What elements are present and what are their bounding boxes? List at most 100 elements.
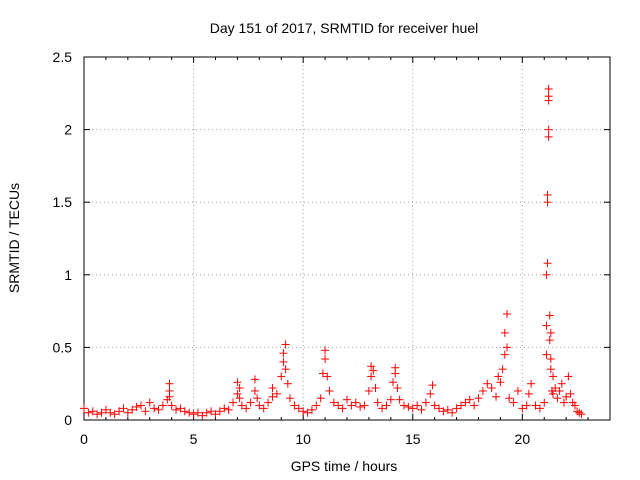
y-tick-label: 1.5 xyxy=(53,194,73,210)
data-point xyxy=(544,191,552,199)
y-tick-label: 0.5 xyxy=(53,339,73,355)
y-tick-label: 2.5 xyxy=(53,49,73,65)
chart: Day 151 of 2017, SRMTID for receiver hue… xyxy=(0,0,640,480)
data-point xyxy=(510,399,518,407)
data-point xyxy=(236,394,244,402)
data-point xyxy=(367,362,375,370)
data-point xyxy=(564,372,572,380)
data-point xyxy=(146,399,154,407)
data-point xyxy=(501,351,509,359)
data-point xyxy=(387,396,395,404)
data-point xyxy=(393,384,401,392)
data-point xyxy=(251,387,259,395)
data-point xyxy=(155,406,163,414)
data-point xyxy=(422,399,430,407)
data-point xyxy=(475,394,483,402)
data-point xyxy=(369,367,377,375)
data-point xyxy=(545,92,553,100)
data-point xyxy=(374,399,382,407)
data-point xyxy=(233,390,241,398)
data-point xyxy=(488,384,496,392)
data-point xyxy=(282,365,290,373)
data-point xyxy=(356,403,364,411)
data-point xyxy=(137,401,145,409)
data-point xyxy=(547,355,555,363)
data-point xyxy=(236,384,244,392)
data-point xyxy=(575,409,583,417)
data-point xyxy=(400,401,408,409)
data-point xyxy=(547,329,555,337)
data-point xyxy=(553,394,561,402)
data-point xyxy=(505,394,513,402)
data-point xyxy=(492,393,500,401)
data-point xyxy=(317,394,325,402)
data-point xyxy=(233,378,241,386)
data-point xyxy=(225,406,233,414)
data-point xyxy=(391,370,399,378)
data-point xyxy=(396,396,404,404)
y-axis-label: SRMTID / TECUs xyxy=(6,183,22,293)
data-point xyxy=(470,401,478,409)
data-point xyxy=(494,372,502,380)
grid xyxy=(84,57,610,420)
data-point xyxy=(545,133,553,141)
x-tick-label: 15 xyxy=(405,431,421,447)
data-point xyxy=(185,409,193,417)
data-point xyxy=(141,407,149,415)
x-tick-label: 10 xyxy=(295,431,311,447)
data-point xyxy=(542,351,550,359)
data-point xyxy=(547,365,555,373)
data-point xyxy=(150,404,158,412)
data-point xyxy=(549,372,557,380)
data-point xyxy=(80,404,88,412)
data-point xyxy=(501,329,509,337)
data-point xyxy=(428,381,436,389)
x-tick-label: 5 xyxy=(190,431,198,447)
x-tick-label: 0 xyxy=(80,431,88,447)
axis-ticks xyxy=(84,57,610,420)
data-point xyxy=(229,399,237,407)
x-axis-label: GPS time / hours xyxy=(291,458,398,474)
data-point xyxy=(251,375,259,383)
data-point xyxy=(168,401,176,409)
data-point xyxy=(286,394,294,402)
data-point xyxy=(496,378,504,386)
data-points xyxy=(80,85,586,420)
data-point xyxy=(312,401,320,409)
data-point xyxy=(279,358,287,366)
data-point xyxy=(514,387,522,395)
data-point xyxy=(389,378,397,386)
data-point xyxy=(483,380,491,388)
data-point xyxy=(426,390,434,398)
data-point xyxy=(546,311,554,319)
plot-frame xyxy=(84,57,610,420)
y-tick-label: 1 xyxy=(64,267,72,283)
data-point xyxy=(542,322,550,330)
data-point xyxy=(499,365,507,373)
data-point xyxy=(404,403,412,411)
data-point xyxy=(546,336,554,344)
data-point xyxy=(503,310,511,318)
data-point xyxy=(545,85,553,93)
data-point xyxy=(279,349,287,357)
y-tick-labels: 00.511.522.5 xyxy=(53,49,73,428)
data-point xyxy=(544,198,552,206)
data-point xyxy=(284,380,292,388)
data-point xyxy=(268,384,276,392)
data-point xyxy=(321,346,329,354)
data-point xyxy=(418,406,426,414)
data-point xyxy=(503,343,511,351)
data-point xyxy=(560,399,568,407)
data-point xyxy=(542,271,550,279)
data-point xyxy=(325,387,333,395)
data-point xyxy=(264,399,272,407)
data-point xyxy=(479,387,487,395)
data-point xyxy=(165,380,173,388)
data-point xyxy=(321,355,329,363)
data-point xyxy=(525,390,533,398)
data-point xyxy=(544,259,552,267)
data-point xyxy=(190,410,198,418)
data-point xyxy=(367,372,375,380)
x-tick-label: 20 xyxy=(515,431,531,447)
data-point xyxy=(172,406,180,414)
